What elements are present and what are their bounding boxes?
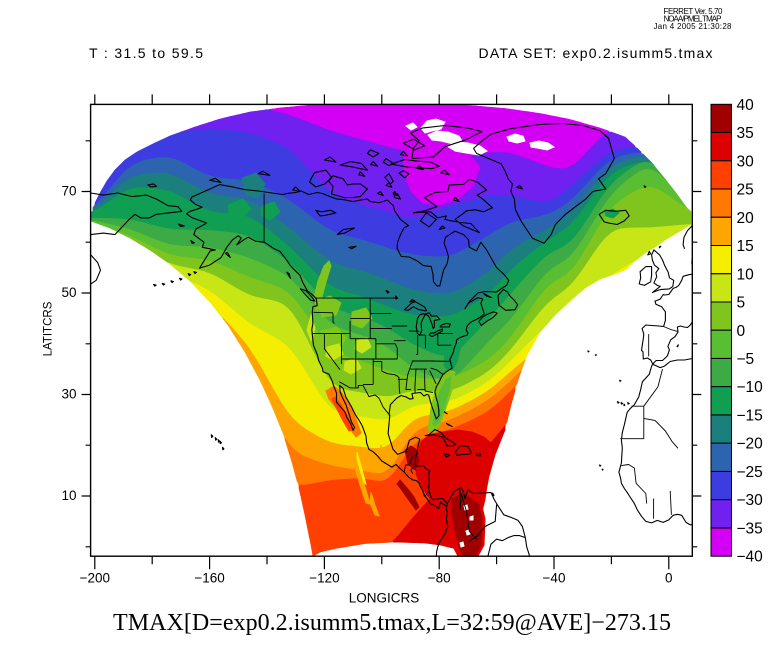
- svg-text:−35: −35: [737, 521, 763, 538]
- svg-text:5: 5: [737, 295, 746, 312]
- svg-text:−40: −40: [737, 549, 764, 566]
- svg-text:TMAX[D=exp0.2.isumm5.tmax,L=32: TMAX[D=exp0.2.isumm5.tmax,L=32:59@AVE]−2…: [113, 610, 671, 636]
- svg-text:Jan 4 2005 21:30:28: Jan 4 2005 21:30:28: [654, 22, 733, 31]
- svg-text:30: 30: [61, 387, 76, 402]
- svg-text:25: 25: [737, 182, 754, 199]
- svg-text:0: 0: [737, 323, 746, 340]
- svg-text:40: 40: [737, 97, 755, 114]
- svg-text:−120: −120: [309, 571, 339, 586]
- svg-text:−200: −200: [80, 571, 110, 586]
- svg-text:−80: −80: [428, 571, 451, 586]
- svg-text:0: 0: [665, 571, 673, 586]
- svg-text:−10: −10: [737, 379, 764, 396]
- svg-text:LATITCRS: LATITCRS: [43, 301, 55, 356]
- svg-text:−30: −30: [737, 492, 764, 509]
- svg-text:35: 35: [737, 125, 754, 142]
- svg-text:−25: −25: [737, 464, 763, 481]
- svg-text:NOAA/PMEL TMAP: NOAA/PMEL TMAP: [664, 15, 722, 24]
- svg-text:50: 50: [61, 285, 76, 300]
- svg-text:−160: −160: [194, 571, 224, 586]
- svg-text:10: 10: [737, 266, 755, 283]
- svg-text:30: 30: [737, 153, 755, 170]
- svg-text:15: 15: [737, 238, 754, 255]
- svg-text:−5: −5: [737, 351, 755, 368]
- svg-text:DATA SET: exp0.2.isumm5.tmax: DATA SET: exp0.2.isumm5.tmax: [479, 45, 713, 61]
- svg-text:−40: −40: [543, 571, 566, 586]
- svg-text:T : 31.5 to 59.5: T : 31.5 to 59.5: [89, 45, 203, 61]
- svg-text:LONGICRS: LONGICRS: [349, 591, 420, 606]
- svg-text:FERRET Ver. 5.70: FERRET Ver. 5.70: [664, 7, 724, 16]
- svg-text:−20: −20: [737, 436, 764, 453]
- svg-text:70: 70: [61, 184, 76, 199]
- svg-text:10: 10: [61, 488, 76, 503]
- svg-text:20: 20: [737, 210, 755, 227]
- svg-text:−15: −15: [737, 408, 763, 425]
